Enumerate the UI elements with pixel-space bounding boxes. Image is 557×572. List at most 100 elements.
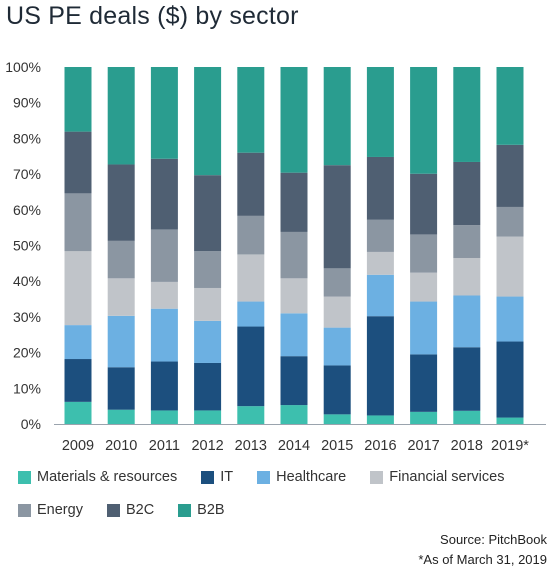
legend: Materials & resources IT Healthcare Financi… bbox=[18, 466, 548, 532]
legend-swatch bbox=[106, 503, 120, 517]
legend-row: Materials & resources IT Healthcare Financi… bbox=[18, 466, 548, 488]
x-tick-label: 2009 bbox=[62, 438, 94, 454]
bar-segment bbox=[323, 165, 351, 269]
bar-stack-2009 bbox=[64, 67, 92, 424]
legend-item: B2C bbox=[106, 502, 154, 518]
bar-segment bbox=[237, 406, 265, 424]
bar-stack-2016 bbox=[366, 67, 394, 424]
bar-stack-2018 bbox=[453, 67, 481, 424]
bar-segment bbox=[64, 359, 92, 402]
bar-segment bbox=[323, 327, 351, 366]
bar-segment bbox=[496, 67, 524, 145]
legend-label: Financial services bbox=[389, 469, 505, 485]
bar-segment bbox=[323, 268, 351, 297]
bar-segment bbox=[453, 225, 481, 258]
bar-segment bbox=[237, 67, 265, 153]
bar-stack-2011 bbox=[150, 67, 178, 424]
bar-segment bbox=[366, 219, 394, 252]
legend-label: IT bbox=[220, 469, 234, 485]
bar-segment bbox=[366, 67, 394, 157]
bar-segment bbox=[496, 341, 524, 418]
bar-segment bbox=[107, 278, 135, 316]
chart-title: US PE deals ($) by sector bbox=[6, 2, 299, 30]
bar-segment bbox=[410, 234, 438, 273]
bar-segment bbox=[280, 231, 308, 279]
bar-segment bbox=[194, 287, 222, 321]
x-tick-label: 2010 bbox=[105, 438, 137, 454]
bar-segment bbox=[194, 175, 222, 252]
bar-segment bbox=[410, 411, 438, 424]
bar-segment bbox=[194, 67, 222, 176]
bar-segment bbox=[366, 274, 394, 317]
bar-segment bbox=[150, 361, 178, 411]
bar-segment bbox=[453, 295, 481, 348]
y-tick-label: 80% bbox=[13, 130, 41, 146]
bar-segment bbox=[496, 144, 524, 207]
y-tick-label: 30% bbox=[13, 309, 41, 325]
bar-segment bbox=[280, 356, 308, 406]
x-tick-label: 2013 bbox=[235, 438, 267, 454]
y-tick-label: 100% bbox=[5, 59, 41, 75]
y-axis: 0% 10% 20% 30% 40% 50% 60% 70% 80% 90% 100% bbox=[5, 59, 41, 432]
bar-segment bbox=[194, 410, 222, 424]
legend-swatch bbox=[370, 470, 384, 484]
legend-swatch bbox=[201, 470, 215, 484]
x-tick-label: 2016 bbox=[364, 438, 396, 454]
bar-segment bbox=[410, 173, 438, 235]
y-tick-label: 60% bbox=[13, 202, 41, 218]
bar-segment bbox=[453, 67, 481, 162]
legend-row: Energy B2C B2B bbox=[18, 499, 548, 521]
bars bbox=[64, 67, 524, 424]
bar-segment bbox=[280, 172, 308, 232]
y-tick-label: 10% bbox=[13, 380, 41, 396]
legend-item: Materials & resources bbox=[18, 469, 177, 485]
bar-stack-2014 bbox=[280, 67, 308, 424]
bar-segment bbox=[453, 258, 481, 296]
bar-segment bbox=[194, 362, 222, 411]
y-tick-label: 0% bbox=[21, 416, 41, 432]
x-tick-label: 2017 bbox=[407, 438, 439, 454]
bar-segment bbox=[150, 158, 178, 230]
bar-segment bbox=[496, 417, 524, 424]
x-tick-label: 2015 bbox=[321, 438, 353, 454]
bar-segment bbox=[64, 131, 92, 194]
bar-segment bbox=[237, 215, 265, 255]
bar-segment bbox=[366, 156, 394, 220]
bar-segment bbox=[237, 326, 265, 407]
stacked-bar-chart: 0%10%20%30%40%50%60%70%80%90%100% 2009 20… bbox=[5, 59, 546, 454]
footnote-text: *As of March 31, 2019 bbox=[418, 552, 547, 567]
y-tick-label: 90% bbox=[13, 95, 41, 111]
bar-segment bbox=[64, 67, 92, 132]
bar-segment bbox=[237, 254, 265, 302]
legend-label: Energy bbox=[37, 502, 83, 518]
y-tick-label: 70% bbox=[13, 166, 41, 182]
bar-segment bbox=[64, 251, 92, 326]
x-axis: 2009 2010 2011 2012 2013 2014 2015 2016 2017 2018… bbox=[54, 424, 546, 454]
legend-label: B2B bbox=[197, 502, 225, 518]
y-tick-label: 50% bbox=[13, 238, 41, 254]
bar-segment bbox=[453, 347, 481, 411]
legend-swatch bbox=[18, 503, 31, 517]
y-tick-label: 40% bbox=[13, 273, 41, 289]
x-tick-label: 2011 bbox=[149, 438, 180, 454]
bar-segment bbox=[150, 67, 178, 159]
bar-stack-2013 bbox=[237, 67, 265, 424]
bar-segment bbox=[453, 410, 481, 424]
legend-label: Healthcare bbox=[276, 469, 347, 485]
bar-segment bbox=[64, 193, 92, 252]
bar-segment bbox=[64, 325, 92, 360]
bar-segment bbox=[323, 67, 351, 166]
legend-item: IT bbox=[201, 469, 233, 485]
bar-stack-2015 bbox=[323, 67, 351, 424]
legend-item: B2B bbox=[178, 502, 225, 518]
bar-segment bbox=[496, 206, 524, 237]
bar-segment bbox=[150, 281, 178, 309]
bar-segment bbox=[107, 367, 135, 410]
bar-segment bbox=[194, 320, 222, 363]
source-text: Source: PitchBook bbox=[440, 532, 547, 547]
bar-segment bbox=[410, 67, 438, 174]
bar-segment bbox=[496, 236, 524, 297]
legend-swatch bbox=[257, 470, 271, 484]
legend-item: Energy bbox=[18, 502, 83, 518]
legend-item: Healthcare bbox=[257, 469, 346, 485]
